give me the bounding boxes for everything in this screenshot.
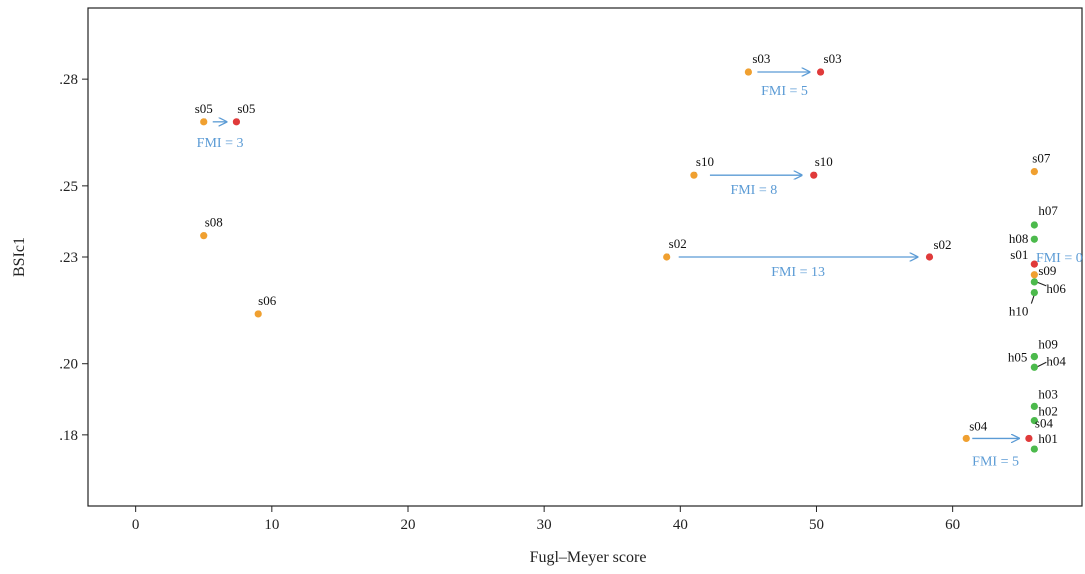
data-point-h07 [1030,221,1038,229]
point-label-h06: h06 [1046,281,1066,296]
point-label-h10: h10 [1009,304,1029,319]
data-point-s07 [1030,168,1038,176]
point-label-s08: s08 [205,215,223,230]
data-point-s02 [663,253,671,261]
fmi-label: FMI = 5 [761,84,808,99]
point-label-h07: h07 [1038,203,1058,218]
point-label-s09: s09 [1038,263,1056,278]
data-point-s01 [1030,260,1038,268]
point-label-s06: s06 [258,293,277,308]
point-label-s04: s04 [969,418,988,433]
data-point-s02 [925,253,934,261]
data-point-h08 [1030,235,1038,243]
data-point-s09 [1030,271,1038,279]
data-point-h02 [1030,417,1038,425]
data-point-s08 [200,232,208,240]
data-point-h06 [1030,278,1038,286]
point-label-s10: s10 [696,154,714,169]
point-label-h02: h02 [1038,404,1058,419]
fmi-label: FMI = 13 [771,265,825,280]
data-point-h10 [1030,288,1038,297]
y-tick-label: .23 [59,250,78,266]
point-label-s03: s03 [824,51,842,66]
data-point-s04 [1025,434,1033,443]
y-tick-label: .20 [59,357,78,373]
x-axis-title: Fugl–Meyer score [530,549,647,566]
point-label-s04: s04 [1035,415,1054,430]
data-point-s10 [690,171,698,179]
data-point-s06 [254,310,262,318]
data-point-h01 [1030,445,1038,453]
point-label-s10: s10 [815,154,833,169]
x-tick-label: 0 [132,517,140,533]
point-label-h04: h04 [1046,353,1066,368]
fmi-label: FMI = 8 [730,183,777,198]
y-tick-label: .25 [59,179,78,195]
data-point-s05 [232,118,241,126]
y-tick-label: .28 [59,72,78,88]
x-tick-label: 30 [537,517,552,533]
data-point-s04 [962,434,970,443]
x-tick-label: 40 [673,517,688,533]
label-connector [1036,361,1047,368]
point-label-s02: s02 [933,237,951,252]
point-label-h09: h09 [1038,337,1058,352]
point-label-s02: s02 [669,236,687,251]
data-point-s05 [200,118,208,126]
y-axis-title: BSIc1 [11,237,28,277]
point-label-h01: h01 [1038,431,1058,446]
x-tick-label: 50 [809,517,824,533]
point-label-s01: s01 [1010,247,1028,262]
x-tick-label: 20 [400,517,415,533]
fmi-label: FMI = 5 [972,454,1019,469]
data-point-h03 [1030,402,1038,410]
label-connector [1036,281,1047,287]
point-label-h05: h05 [1008,350,1028,365]
point-label-s07: s07 [1032,151,1051,166]
data-point-h04 [1030,363,1038,371]
fmi-label: FMI = 3 [197,136,244,151]
point-label-h08: h08 [1009,231,1029,246]
data-point-s03 [744,68,752,76]
x-tick-label: 10 [264,517,279,533]
point-label-s03: s03 [752,51,770,66]
y-tick-label: .18 [59,428,78,444]
data-point-s03 [816,68,825,76]
point-label-h03: h03 [1038,386,1058,401]
data-point-h05 [1030,353,1038,361]
point-label-s05: s05 [237,101,255,116]
x-tick-label: 60 [945,517,960,533]
fmi-label: FMI = 0 [1036,251,1083,266]
point-label-s05: s05 [195,101,213,116]
data-point-s10 [810,171,818,179]
